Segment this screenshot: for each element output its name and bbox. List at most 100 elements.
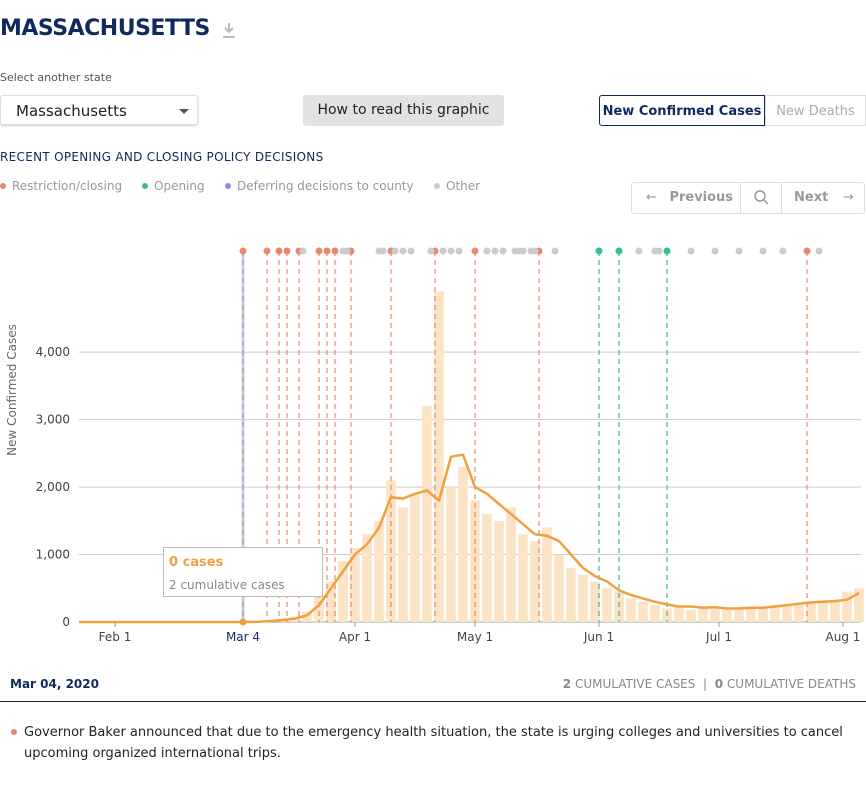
description: Governor Baker announced that due to the… — [24, 725, 843, 761]
bar — [626, 598, 636, 622]
event-dot — [595, 247, 603, 255]
legend-label: Deferring decisions to county — [237, 179, 414, 193]
bar — [578, 574, 588, 622]
bar — [782, 604, 792, 622]
event-dot — [483, 247, 491, 255]
bar — [506, 507, 516, 622]
selected-dot — [239, 618, 247, 626]
y-tick-label: 2,000 — [36, 480, 70, 494]
previous-button[interactable]: ← Previous — [632, 183, 741, 213]
legend-swatch — [434, 183, 440, 189]
cases: 2 — [562, 677, 572, 691]
legend-swatch — [142, 183, 148, 189]
bar — [602, 588, 612, 622]
y-tick-label: 1,000 — [36, 548, 70, 562]
event-dot — [491, 247, 499, 255]
nav: ← Previous Next → — [631, 182, 865, 214]
event-dot — [779, 247, 787, 255]
bar — [674, 607, 684, 622]
x-tick-label: Jul 1 — [705, 630, 732, 644]
bar — [362, 534, 372, 622]
search-button[interactable] — [741, 183, 782, 213]
legend-swatch — [0, 183, 6, 189]
bar — [794, 603, 804, 622]
help-button[interactable]: How to read this graphic — [303, 95, 504, 126]
bar — [518, 534, 528, 622]
select-label: Select another state — [0, 71, 112, 84]
event-dot — [455, 247, 463, 255]
event-dot — [379, 247, 387, 255]
selected-label: Mar 4 — [226, 630, 260, 644]
event-dot — [735, 247, 743, 255]
x-tick-label: Jun 1 — [583, 630, 614, 644]
line — [79, 453, 860, 624]
download-icon[interactable] — [221, 22, 237, 40]
event-dot — [471, 247, 479, 255]
tooltip: 0 cases 2 cumulative cases — [163, 547, 323, 597]
event-dot — [803, 247, 811, 255]
event-dot — [399, 247, 407, 255]
bar — [338, 561, 348, 622]
bar — [842, 591, 852, 622]
event-dot — [663, 247, 671, 255]
bar — [482, 514, 492, 622]
y-tick-label: 0 — [62, 615, 70, 629]
deaths: 0 — [714, 677, 724, 691]
event-dot — [275, 247, 283, 255]
bar — [554, 554, 564, 622]
footer-bar: Mar 04, 2020 2 CUMULATIVE CASES | 0 CUMU… — [0, 668, 866, 702]
next-button[interactable]: Next → — [794, 190, 854, 205]
bar — [566, 568, 576, 622]
event-dot — [615, 247, 623, 255]
tab[interactable]: New Confirmed Cases — [599, 95, 765, 126]
legend-swatch — [225, 183, 231, 189]
legend-label: Restriction/closing — [12, 179, 123, 193]
event-dot — [815, 247, 823, 255]
next-label: Next — [794, 190, 829, 205]
x-tick-label: Aug 1 — [826, 630, 861, 644]
legend-item: Restriction/closing — [0, 179, 122, 193]
event-dot — [391, 247, 399, 255]
separator: | — [703, 677, 708, 691]
section-title: RECENT OPENING AND CLOSING POLICY DECISI… — [0, 150, 324, 164]
event-dot — [687, 247, 695, 255]
legend-label: Other — [446, 179, 481, 193]
event-dot — [315, 247, 323, 255]
bar — [410, 493, 420, 622]
bar — [854, 588, 864, 622]
event-dot — [263, 247, 271, 255]
bar — [698, 608, 708, 622]
event-dot — [711, 247, 719, 255]
footer-stats: 2 CUMULATIVE CASES | 0 CUMULATIVE DEATHS — [563, 677, 856, 691]
tooltip-subtitle: 2 cumulative cases — [169, 578, 285, 592]
bar — [530, 541, 540, 622]
bar — [746, 607, 756, 622]
bar — [650, 605, 660, 622]
event-dot — [759, 247, 767, 255]
bar — [494, 520, 504, 622]
y-tick-label: 4,000 — [36, 345, 70, 359]
bar — [590, 581, 600, 622]
footer-date: Mar 04, 2020 — [10, 677, 99, 691]
bar — [710, 609, 720, 622]
event-dot — [283, 247, 291, 255]
bar — [638, 601, 648, 622]
event-dot — [655, 247, 663, 255]
y-axis-label: New Confirmed Cases — [5, 324, 19, 456]
bar — [458, 466, 468, 622]
x-tick-label: Apr 1 — [339, 630, 371, 644]
event-dot — [331, 247, 339, 255]
legend-item: Deferring decisions to county — [225, 179, 414, 193]
title: MASSACHUSETTS — [0, 16, 210, 41]
previous-label: Previous — [669, 190, 734, 205]
event-dot — [519, 247, 527, 255]
bar — [542, 527, 552, 622]
bar — [302, 611, 312, 622]
bar — [446, 487, 456, 622]
legend-label: Opening — [154, 179, 205, 193]
state-dropdown[interactable]: Massachusetts — [0, 95, 198, 125]
bar — [734, 609, 744, 622]
legend-item: Other — [434, 179, 480, 193]
event-dot — [551, 247, 559, 255]
